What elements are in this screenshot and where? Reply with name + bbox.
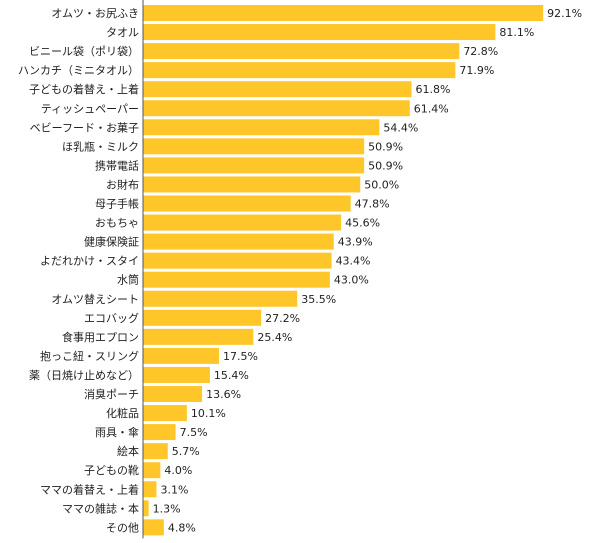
value-label: 50.0% (364, 178, 399, 191)
category-label: ほ乳瓶・ミルク (62, 139, 139, 153)
value-label: 10.1% (191, 407, 226, 420)
category-label: よだれかけ・スタイ (40, 255, 139, 268)
bar (143, 157, 365, 174)
bar (143, 233, 334, 250)
value-label: 50.9% (368, 159, 403, 172)
value-label: 47.8% (355, 198, 390, 211)
bar (143, 500, 149, 517)
value-label: 5.7% (172, 445, 200, 458)
category-label: 健康保険証 (84, 235, 139, 249)
bar (143, 366, 210, 383)
bar (143, 481, 157, 498)
value-label: 71.9% (459, 64, 494, 77)
category-label: おもちゃ (95, 217, 139, 230)
bar (143, 462, 161, 479)
value-label: 1.3% (153, 502, 181, 515)
value-label: 72.8% (463, 45, 498, 58)
value-label: 92.1% (547, 7, 582, 20)
bar (143, 81, 412, 98)
bar (143, 443, 168, 460)
value-label: 15.4% (214, 369, 249, 382)
value-label: 4.0% (164, 464, 192, 477)
value-label: 45.6% (345, 217, 380, 230)
bar (143, 309, 262, 326)
bar (143, 62, 456, 79)
category-label: 食事用エプロン (62, 330, 139, 344)
bar-group (143, 5, 544, 536)
value-label-group: 92.1% 81.1%72.8% 71.9% 61.8% 61.4% 54.4% 50.9%… (153, 7, 582, 534)
category-label: 子どもの着替え・上着 (29, 82, 139, 96)
category-label: ママの雑誌・本 (62, 501, 139, 515)
category-label: 化粧品 (106, 406, 139, 420)
value-label: 7.5% (180, 426, 208, 439)
category-label: ティッシュペーパー (41, 102, 139, 115)
bar (143, 328, 254, 345)
bar (143, 386, 203, 402)
bar (143, 271, 330, 288)
bar (143, 100, 410, 117)
category-label: タオル (106, 26, 139, 39)
category-label: ビニール袋（ポリ袋） (29, 44, 139, 58)
category-label: 薬（日焼け止めなど） (29, 369, 139, 382)
bar (143, 43, 460, 60)
category-label: 子どもの靴 (84, 463, 139, 477)
bar (143, 290, 298, 307)
value-label: 13.6% (206, 388, 241, 401)
category-label: ママの着替え・上着 (40, 482, 139, 496)
category-label: その他 (106, 521, 139, 534)
category-label: ハンカチ（ミニタオル） (18, 64, 139, 77)
category-label: 携帯電話 (95, 158, 139, 172)
value-label: 4.8% (168, 521, 196, 534)
value-label: 25.4% (257, 331, 292, 344)
category-label: 抱っこ紐・スリング (40, 349, 139, 363)
category-label: ベビーフード・お菓子 (30, 121, 139, 134)
category-label: 母子手帳 (95, 197, 139, 211)
category-label: オムツ替えシート (51, 292, 139, 306)
bar (143, 5, 544, 21)
value-label: 50.9% (368, 140, 403, 153)
category-label: オムツ・お尻ふき (51, 7, 139, 20)
bar (143, 195, 351, 212)
bar (143, 138, 365, 155)
value-label: 35.5% (301, 293, 336, 306)
bar (143, 214, 342, 231)
bar (143, 424, 176, 441)
value-label: 27.2% (265, 312, 300, 325)
value-label: 61.8% (416, 83, 451, 96)
value-label: 43.0% (334, 274, 369, 287)
category-label: 雨具・傘 (95, 426, 139, 439)
bar (143, 519, 164, 536)
bar (143, 119, 380, 136)
value-label: 81.1% (499, 26, 534, 39)
category-label: 絵本 (117, 444, 139, 458)
bar (143, 405, 187, 422)
category-label: 水筒 (117, 273, 139, 287)
bar (143, 24, 496, 41)
value-label: 61.4% (414, 102, 449, 115)
value-label: 3.1% (160, 483, 188, 496)
value-label: 43.4% (336, 255, 371, 268)
category-label: お財布 (106, 177, 139, 191)
bar (143, 176, 361, 193)
category-label: エコバッグ (84, 311, 139, 325)
category-label: 消臭ポーチ (84, 387, 139, 401)
value-label: 43.9% (338, 236, 373, 249)
bar (143, 252, 332, 269)
value-label: 54.4% (383, 121, 418, 134)
value-label: 17.5% (223, 350, 258, 363)
bar (143, 347, 220, 364)
